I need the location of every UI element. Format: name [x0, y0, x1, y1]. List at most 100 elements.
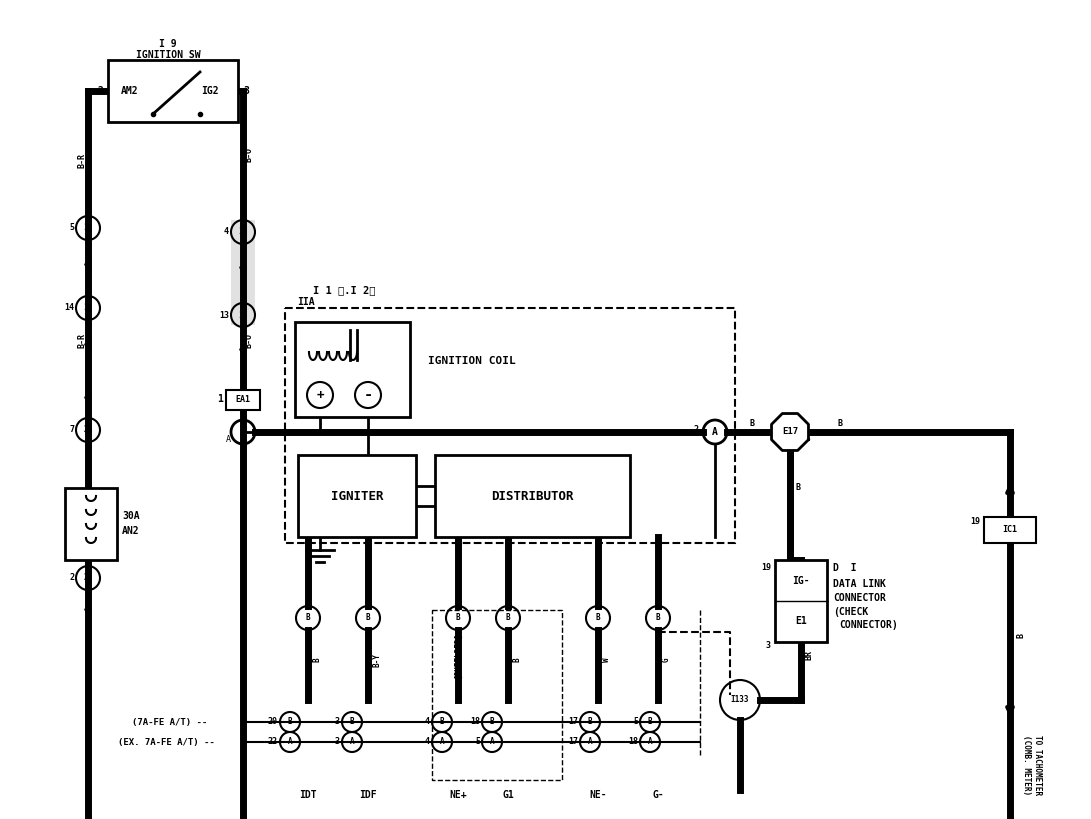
Text: (EX. 7A-FE A/T) --: (EX. 7A-FE A/T) --	[118, 737, 215, 746]
Text: IG-: IG-	[792, 576, 810, 586]
Text: 2A: 2A	[83, 426, 93, 435]
Bar	[984, 517, 1036, 543]
Text: TO TACHOMETER
(COMB. METER): TO TACHOMETER (COMB. METER)	[1022, 735, 1042, 795]
Text: 18: 18	[470, 717, 480, 726]
Text: 1G: 1G	[83, 304, 93, 313]
Text: B: B	[750, 419, 755, 428]
Text: A: A	[490, 737, 494, 746]
Text: B: B	[512, 658, 521, 663]
Text: 1G: 1G	[238, 310, 248, 319]
Text: A: A	[240, 427, 245, 437]
Text: A: A	[440, 737, 444, 746]
Text: AM2: AM2	[121, 86, 139, 96]
Text: 19: 19	[762, 563, 771, 572]
Text: B-R: B-R	[77, 152, 86, 168]
Text: B: B	[490, 717, 494, 726]
Text: 1: 1	[305, 595, 311, 604]
Text: B-O: B-O	[244, 333, 253, 347]
Bar	[295, 322, 410, 417]
Text: 19: 19	[970, 517, 980, 526]
Text: B: B	[440, 717, 444, 726]
Text: AN2: AN2	[122, 526, 140, 536]
Bar	[285, 308, 735, 543]
Text: 22: 22	[268, 737, 278, 746]
Text: 13: 13	[219, 310, 229, 319]
Text: I 9: I 9	[159, 39, 177, 49]
Text: A: A	[350, 737, 355, 746]
Text: G-: G-	[652, 790, 664, 800]
Text: B: B	[305, 613, 310, 622]
Text: NE+: NE+	[449, 790, 467, 800]
Text: 5: 5	[475, 737, 480, 746]
Text: G: G	[662, 658, 671, 663]
Text: IDF: IDF	[359, 790, 376, 800]
Text: BR: BR	[805, 650, 814, 660]
Text: DATA LINK: DATA LINK	[834, 579, 886, 589]
Text: 17: 17	[568, 717, 578, 726]
Text: A: A	[588, 737, 592, 746]
Text: 3: 3	[243, 86, 249, 96]
Bar	[226, 390, 260, 410]
Text: B: B	[588, 717, 592, 726]
Text: B: B	[456, 613, 460, 622]
Text: DISTRIBUTOR: DISTRIBUTOR	[491, 490, 574, 503]
Text: CONNECTOR: CONNECTOR	[834, 593, 886, 603]
Polygon shape	[771, 414, 808, 450]
Text: B: B	[795, 483, 800, 492]
Text: 3: 3	[335, 717, 340, 726]
Text: IDT: IDT	[299, 790, 316, 800]
Text: G1: G1	[502, 790, 514, 800]
Text: 7: 7	[69, 426, 74, 435]
Text: 2F: 2F	[83, 573, 93, 582]
Text: 1B: 1B	[238, 228, 248, 237]
Text: (7A-FE A/T) --: (7A-FE A/T) --	[132, 717, 207, 726]
Text: IGNITER: IGNITER	[331, 490, 383, 503]
Text: I 1 Ⓐ.I 2Ⓑ: I 1 Ⓐ.I 2Ⓑ	[313, 285, 375, 295]
Text: (CHECK: (CHECK	[834, 607, 868, 617]
Text: B: B	[365, 613, 370, 622]
Bar	[231, 220, 255, 325]
Text: 3: 3	[766, 641, 771, 650]
Text: 4: 4	[224, 228, 229, 237]
Text: E1: E1	[795, 617, 807, 627]
Text: B: B	[312, 658, 321, 663]
Text: CONNECTOR): CONNECTOR)	[839, 620, 898, 630]
Text: B: B	[288, 717, 292, 726]
Text: 5: 5	[69, 224, 74, 233]
Text: 4: 4	[425, 737, 430, 746]
Text: B-R: B-R	[77, 333, 86, 347]
Text: 3: 3	[656, 595, 660, 604]
Text: B: B	[656, 613, 660, 622]
Bar	[108, 60, 238, 122]
Text: B-Y: B-Y	[372, 653, 381, 667]
Text: NE-: NE-	[589, 790, 607, 800]
Text: B: B	[648, 717, 652, 726]
Text: B: B	[506, 613, 511, 622]
Text: 2: 2	[596, 595, 600, 604]
Text: IIA: IIA	[297, 297, 314, 307]
Text: IG2: IG2	[201, 86, 219, 96]
Bar	[65, 488, 117, 560]
Text: B: B	[596, 613, 600, 622]
Text: IGNITION COIL: IGNITION COIL	[428, 356, 516, 366]
Text: IGNITION SW: IGNITION SW	[135, 50, 201, 60]
Text: B: B	[1016, 632, 1026, 637]
Text: 2: 2	[694, 426, 699, 435]
Bar	[432, 610, 562, 780]
Text: 1: 1	[217, 394, 223, 404]
Text: 30A: 30A	[122, 511, 140, 521]
Text: 20: 20	[268, 717, 278, 726]
Text: 4: 4	[425, 717, 430, 726]
Text: +: +	[316, 388, 324, 401]
Text: B: B	[350, 717, 355, 726]
Text: 2: 2	[97, 86, 103, 96]
Text: B-O: B-O	[244, 147, 253, 162]
Text: 2: 2	[69, 573, 74, 582]
Text: 4: 4	[365, 595, 371, 604]
Text: W: W	[602, 658, 611, 663]
Text: 1B: 1B	[83, 224, 93, 233]
Text: 17: 17	[568, 737, 578, 746]
Text: B: B	[838, 419, 842, 428]
Text: 5: 5	[633, 717, 638, 726]
Text: A: A	[648, 737, 652, 746]
